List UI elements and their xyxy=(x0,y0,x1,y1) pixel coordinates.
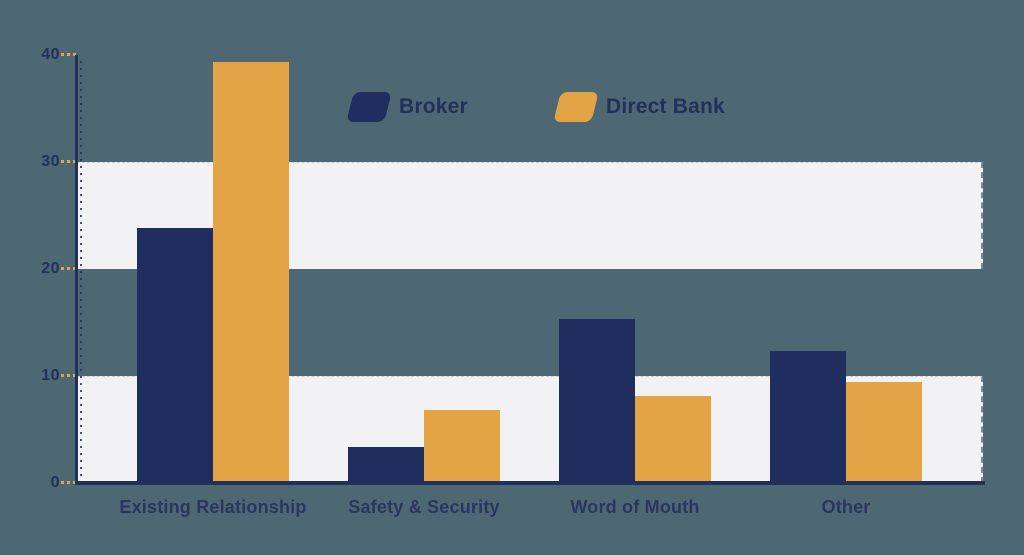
y-axis-tick xyxy=(61,160,76,163)
y-axis-line xyxy=(75,55,78,483)
y-axis-label: 0 xyxy=(50,474,60,491)
legend-label: Broker xyxy=(399,95,468,118)
broker-bar-other xyxy=(770,351,846,482)
direct-bank-bar-safety-security xyxy=(424,410,500,482)
y-axis-tick xyxy=(61,374,76,377)
x-axis-line xyxy=(75,481,985,485)
x-axis-label-safety-security: Safety & Security xyxy=(348,497,500,517)
broker-bar-word-of-mouth xyxy=(559,319,635,482)
broker-swatch-icon xyxy=(346,92,392,122)
y-axis-label: 20 xyxy=(41,260,60,277)
y-axis-label: 30 xyxy=(41,153,60,170)
legend-label: Direct Bank xyxy=(606,95,725,118)
x-axis-label-other: Other xyxy=(821,497,871,517)
x-axis-label-word-of-mouth: Word of Mouth xyxy=(570,497,700,517)
y-axis-label: 40 xyxy=(41,46,60,63)
broker-bar-safety-security xyxy=(348,446,424,482)
x-axis-label-existing-relationship: Existing Relationship xyxy=(119,497,307,517)
legend-item-broker: Broker xyxy=(346,91,468,123)
y-axis-tick xyxy=(61,481,76,484)
y-axis-tick xyxy=(61,267,76,270)
legend-item-direct-bank: Direct Bank xyxy=(553,91,725,123)
broker-bar-existing-relationship xyxy=(137,228,213,482)
direct-bank-swatch-icon xyxy=(553,92,599,122)
y-axis-label: 10 xyxy=(41,367,60,384)
direct-bank-bar-other xyxy=(846,382,922,482)
direct-bank-bar-existing-relationship xyxy=(213,62,289,482)
direct-bank-bar-word-of-mouth xyxy=(635,396,711,482)
y-axis-tick-dots xyxy=(80,61,82,479)
y-axis-tick xyxy=(61,53,76,56)
